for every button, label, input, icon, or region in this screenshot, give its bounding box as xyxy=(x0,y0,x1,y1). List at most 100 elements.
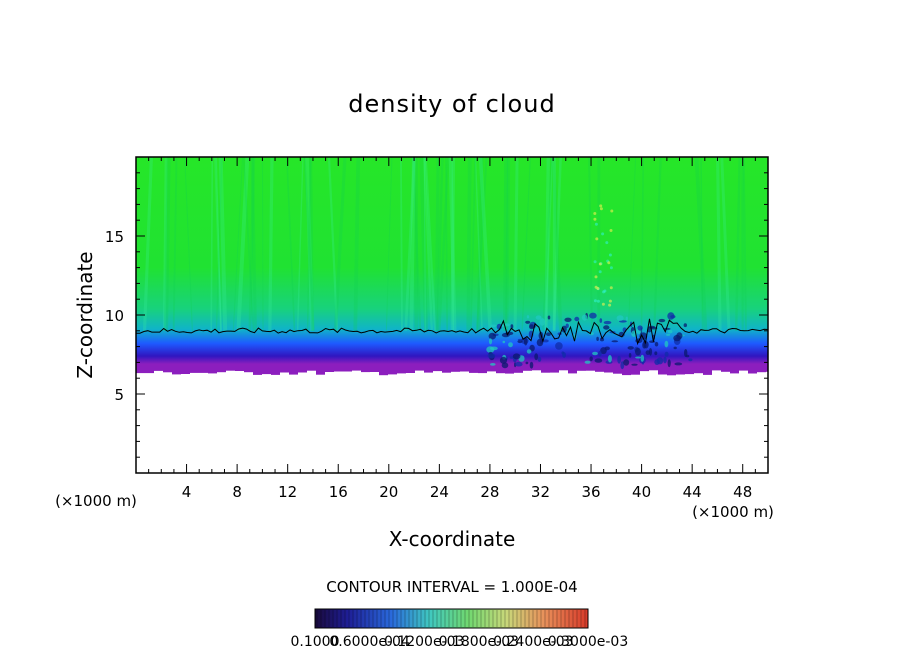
cloud-base-segment xyxy=(307,368,316,371)
turbulence-blob xyxy=(607,355,612,363)
turbulence-blob xyxy=(525,320,531,324)
turbulence-blob xyxy=(539,318,545,326)
plume-speck xyxy=(593,212,597,215)
cloud-base-segment xyxy=(577,368,586,371)
cloud-base-segment xyxy=(208,368,217,374)
texture-streak xyxy=(424,157,437,331)
cloud-base-segment xyxy=(712,368,721,371)
turbulence-blob xyxy=(688,358,693,362)
field-texture xyxy=(136,157,768,376)
turbulence-blob xyxy=(623,359,630,366)
texture-streak xyxy=(172,157,178,331)
turbulence-blob xyxy=(490,324,497,328)
texture-streak xyxy=(261,157,264,331)
cloud-base-segment xyxy=(406,368,415,373)
y-axis-label: Z-coordinate xyxy=(73,251,97,378)
texture-streak xyxy=(551,157,563,331)
turbulence-blob xyxy=(496,323,502,330)
cloud-base-segment xyxy=(730,368,739,374)
turbulence-blob xyxy=(490,346,498,351)
cloud-base-segment xyxy=(415,368,424,371)
texture-streak xyxy=(232,157,244,331)
turbulence-blob xyxy=(654,341,659,347)
x-tick-label: 36 xyxy=(581,483,600,501)
turbulence-blob xyxy=(589,312,597,319)
x-tick-label: 8 xyxy=(232,483,242,501)
texture-streak xyxy=(303,157,315,331)
cloud-base-segment xyxy=(658,368,667,375)
turbulence-blob xyxy=(512,353,521,360)
texture-streak xyxy=(445,157,449,331)
texture-streak xyxy=(742,157,747,331)
cloud-base-segment xyxy=(172,368,181,375)
turbulence-blob xyxy=(501,362,509,369)
plume-speck xyxy=(599,207,603,211)
cloud-base-segment xyxy=(595,368,604,372)
cloud-base-segment xyxy=(334,368,343,372)
turbulence-blob xyxy=(526,315,530,319)
turbulence-blob xyxy=(584,360,591,364)
plume-speck xyxy=(598,262,602,266)
cloud-base-segment xyxy=(163,368,172,373)
cloud-base-segment xyxy=(325,368,334,372)
cloud-base-segment xyxy=(217,368,226,373)
turbulence-blob xyxy=(555,342,563,350)
turbulence-blob xyxy=(683,323,687,328)
turbulence-blob xyxy=(536,338,544,347)
turbulence-blob xyxy=(604,346,610,351)
plume-speck xyxy=(608,299,612,303)
plume-speck xyxy=(609,266,613,270)
turbulence-blob xyxy=(673,334,681,342)
plume-speck xyxy=(599,204,603,208)
x-tick-label: 16 xyxy=(329,483,348,501)
x-tick-label: 32 xyxy=(531,483,550,501)
cloud-base-segment xyxy=(370,368,379,372)
turbulence-blob xyxy=(487,353,496,359)
cloud-base-segment xyxy=(622,368,631,376)
texture-streak xyxy=(448,157,457,331)
texture-streak xyxy=(184,157,193,331)
texture-streak xyxy=(248,157,256,331)
x-tick-label: 4 xyxy=(182,483,192,501)
texture-streak xyxy=(162,157,168,331)
cloud-base-segment xyxy=(244,368,253,373)
cloud-base-segment xyxy=(631,368,640,375)
turbulence-blob xyxy=(654,351,658,356)
plume-speck xyxy=(594,222,598,226)
turbulence-blob xyxy=(510,324,514,329)
texture-streak xyxy=(466,157,472,331)
turbulence-blob xyxy=(514,361,523,367)
y-tick-label: 10 xyxy=(105,307,124,325)
cloud-base-segment xyxy=(523,368,532,371)
texture-streak xyxy=(236,157,250,331)
y-tick-label: 5 xyxy=(114,386,124,404)
turbulence-blob xyxy=(616,315,624,321)
turbulence-blob xyxy=(640,354,645,362)
x-tick-label: 12 xyxy=(278,483,297,501)
plume-speck xyxy=(594,275,598,279)
texture-streak xyxy=(215,157,223,331)
turbulence-blob xyxy=(598,350,602,357)
turbulence-blob xyxy=(534,353,539,361)
colorbar-stripes xyxy=(316,610,586,627)
cloud-base-segment xyxy=(424,368,433,373)
turbulence-blob xyxy=(635,356,642,359)
turbulence-blob xyxy=(666,333,671,336)
turbulence-blob xyxy=(517,338,525,341)
cloud-base-segment xyxy=(316,368,325,375)
texture-streak xyxy=(720,157,731,331)
cloud-base-segment xyxy=(667,368,676,376)
cloud-base-segment xyxy=(604,368,613,373)
texture-streak xyxy=(164,157,171,331)
texture-streak xyxy=(285,157,296,331)
plot-area xyxy=(136,157,768,473)
turbulence-blob xyxy=(488,338,493,345)
turbulence-blob xyxy=(631,363,638,366)
plume-speck xyxy=(605,241,609,245)
turbulence-blob xyxy=(546,332,551,337)
cloud-base-segment xyxy=(613,368,622,374)
cloud-base-segment xyxy=(262,368,271,375)
plume-speck xyxy=(602,290,606,294)
colorbar-labels: 0.10000.6000e-040.1200e-030.1800e-030.24… xyxy=(291,634,629,650)
turbulence-blob xyxy=(628,353,632,358)
